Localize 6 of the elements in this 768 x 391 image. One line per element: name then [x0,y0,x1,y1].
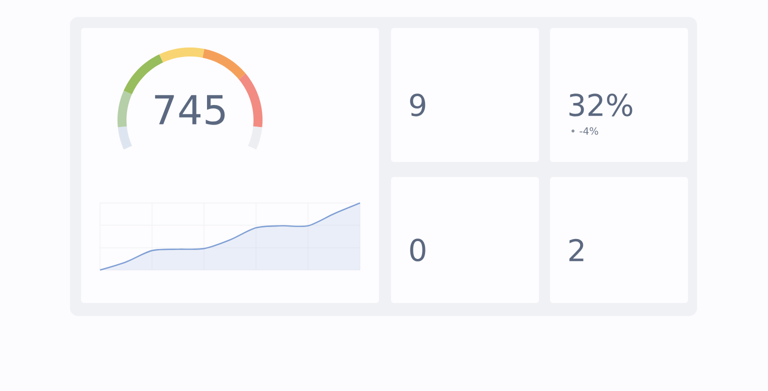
text: 0 [410,238,426,262]
text: 2 [569,238,584,262]
text: 32% [569,94,632,116]
text: 745 [155,95,225,125]
text: -4% [580,127,598,135]
text: 9 [410,94,426,116]
